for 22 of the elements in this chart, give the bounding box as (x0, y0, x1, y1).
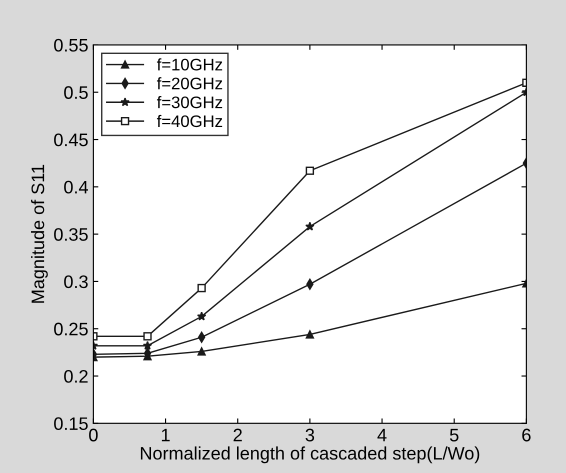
y-tick-label: 0.2 (64, 370, 88, 383)
x-axis-title: Normalized length of cascaded step(L/Wo) (140, 446, 480, 464)
y-tick-label: 0.25 (54, 322, 88, 336)
x-tick-label: 2 (234, 428, 242, 442)
legend-label: f=30GHz (156, 96, 222, 108)
x-tick-label: 5 (450, 428, 458, 442)
x-tick-label: 0 (89, 428, 98, 442)
legend-label: f=10GHz (156, 58, 222, 71)
y-tick-label: 0.45 (54, 133, 88, 146)
x-tick-label: 6 (522, 428, 531, 442)
y-tick-label: 0.15 (54, 417, 88, 430)
y-tick-label: 0.55 (54, 38, 88, 52)
x-tick-label: 4 (377, 428, 387, 442)
y-tick-label: 0.4 (64, 180, 88, 194)
y-axis-title: Magnitude of S11 (31, 164, 48, 303)
legend-label: f=40GHz (156, 114, 222, 128)
y-tick-label: 0.3 (64, 275, 88, 288)
x-tick-label: 1 (162, 428, 170, 442)
legend-label: f=20GHz (156, 77, 222, 90)
x-tick-label: 3 (306, 428, 314, 442)
y-tick-label: 0.35 (54, 228, 88, 241)
y-tick-label: 0.5 (64, 86, 88, 99)
